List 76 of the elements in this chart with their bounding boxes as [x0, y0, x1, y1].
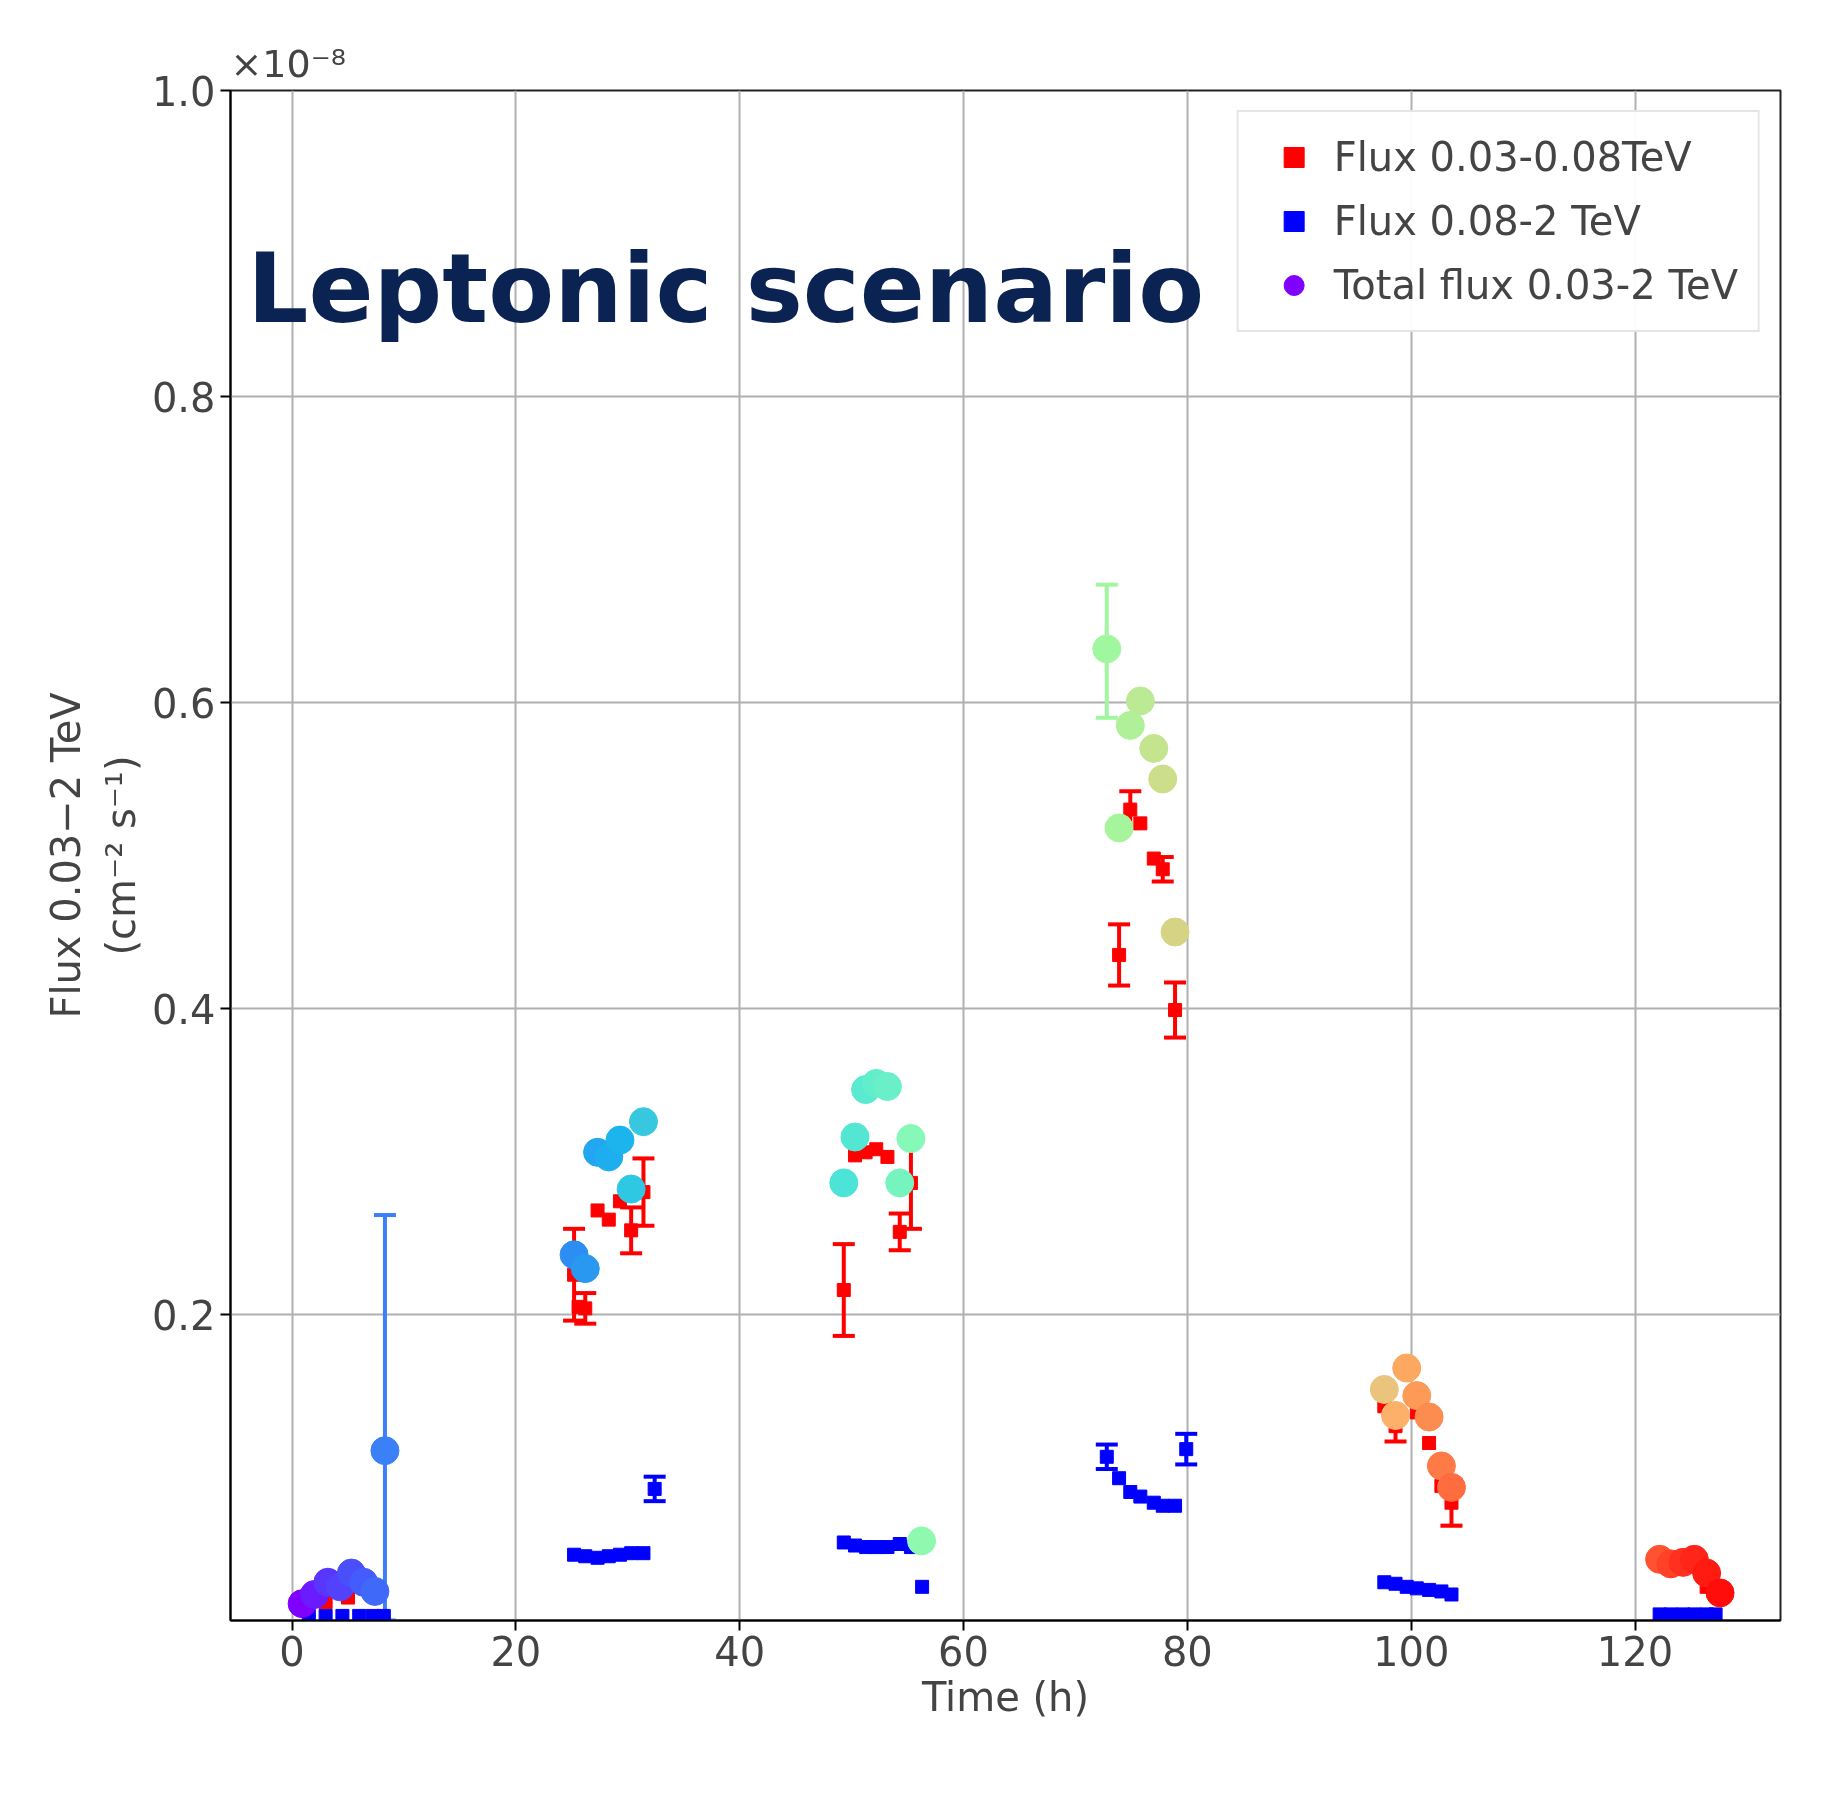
point	[1402, 1381, 1432, 1411]
point	[1099, 1449, 1114, 1464]
text: Leptonic scenario	[247, 233, 1205, 346]
y-tick-label: 0.2	[151, 1292, 216, 1339]
point	[1092, 634, 1122, 664]
point	[370, 1436, 400, 1466]
point	[624, 1223, 639, 1238]
point	[880, 1540, 895, 1555]
point	[1123, 802, 1138, 817]
point	[318, 1608, 333, 1621]
point	[616, 1174, 646, 1204]
x-tick-label: 0	[279, 1628, 305, 1675]
point	[915, 1579, 930, 1594]
y-tick-label: 1.0	[151, 68, 216, 115]
point	[1168, 1498, 1183, 1513]
point	[1146, 851, 1161, 866]
point	[1381, 1401, 1411, 1430]
point	[636, 1546, 651, 1561]
point	[896, 1124, 926, 1154]
point	[590, 1203, 605, 1218]
legend-label: Total flux 0.03-2 TeV	[1333, 262, 1738, 308]
point	[647, 1481, 662, 1496]
y-axis-title: Flux 0.03−2 TeV (cm⁻² s⁻¹)	[42, 691, 144, 1019]
legend-label: Flux 0.08-2 TeV	[1333, 198, 1641, 244]
point	[840, 1122, 870, 1152]
point	[1115, 710, 1145, 740]
y-tick-label: 0.8	[151, 374, 216, 421]
point	[1708, 1607, 1723, 1621]
point	[1392, 1353, 1422, 1383]
point	[1422, 1436, 1437, 1451]
legend-label: Flux 0.03-0.08TeV	[1333, 134, 1692, 180]
x-tick-label: 60	[938, 1628, 989, 1675]
point	[335, 1608, 350, 1621]
point	[601, 1212, 616, 1227]
point	[1125, 686, 1155, 716]
x-axis-title: Time (h)	[920, 1673, 1090, 1720]
point	[1414, 1402, 1444, 1432]
point	[628, 1107, 658, 1137]
point	[570, 1254, 600, 1284]
point	[376, 1608, 391, 1621]
point	[1369, 1375, 1399, 1404]
x-tick-label: 20	[490, 1628, 542, 1675]
point	[1179, 1442, 1194, 1457]
point	[1426, 1451, 1456, 1481]
point	[1148, 764, 1178, 794]
point	[1133, 1489, 1148, 1504]
x-tick-label: 40	[714, 1628, 766, 1675]
point	[605, 1125, 635, 1155]
y-tick-label: 0.6	[151, 680, 216, 727]
point	[578, 1301, 593, 1316]
point	[907, 1526, 937, 1556]
point	[1160, 917, 1190, 947]
point	[892, 1224, 907, 1239]
point	[1705, 1578, 1735, 1608]
x-tick-label: 120	[1596, 1628, 1674, 1675]
point	[872, 1072, 902, 1101]
point	[1436, 1472, 1466, 1502]
point	[1112, 1471, 1127, 1486]
point	[1409, 1581, 1424, 1596]
x-tick-label: 100	[1373, 1628, 1450, 1675]
text: ×10⁻⁸	[230, 41, 346, 86]
point	[829, 1168, 859, 1198]
point	[1692, 1558, 1722, 1588]
point	[836, 1283, 851, 1298]
point	[880, 1149, 895, 1164]
point	[885, 1168, 915, 1198]
x-tick-label: 80	[1161, 1628, 1213, 1675]
point	[1155, 862, 1170, 877]
y-tick-label: 0.4	[151, 986, 216, 1033]
point	[1444, 1587, 1459, 1602]
point	[360, 1576, 390, 1606]
point	[1112, 947, 1127, 962]
point	[1139, 733, 1169, 763]
point	[1168, 1003, 1183, 1018]
point	[1133, 816, 1148, 831]
point	[1104, 813, 1134, 843]
